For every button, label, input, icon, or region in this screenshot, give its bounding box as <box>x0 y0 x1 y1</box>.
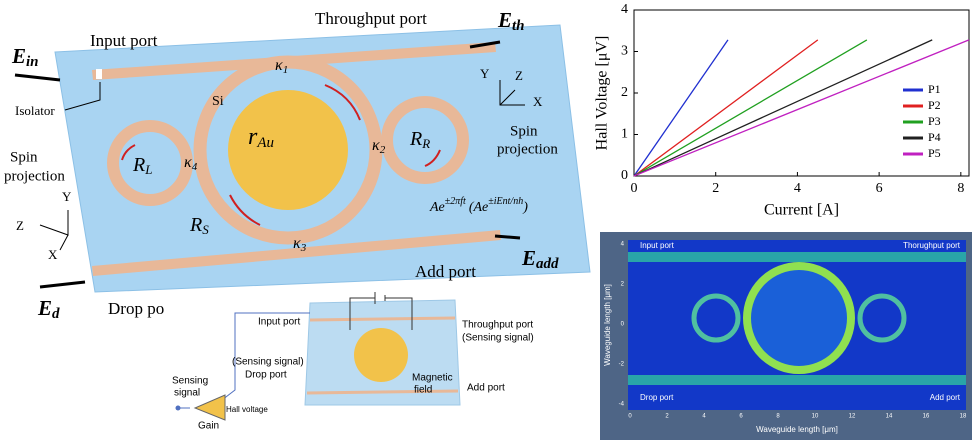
label: Spin <box>10 149 38 165</box>
label: X <box>48 247 58 262</box>
legend-label: P3 <box>928 114 941 128</box>
legend-label: P2 <box>928 98 941 112</box>
arrow <box>15 75 60 80</box>
y-tick-label: 0 <box>621 168 628 183</box>
data-line <box>634 40 867 176</box>
waveguide-field <box>628 375 966 385</box>
label: Drop po <box>108 299 164 318</box>
legend-label: P1 <box>928 82 941 96</box>
label: Input port <box>258 317 300 328</box>
x-tick-label: 4 <box>794 181 801 196</box>
terminal <box>176 406 181 411</box>
y-tick-label: -2 <box>619 362 625 368</box>
label: Si <box>212 94 224 109</box>
label: projection <box>497 141 558 157</box>
axes-left <box>40 210 68 250</box>
legend-label: P4 <box>928 130 941 144</box>
label: Magnetic <box>412 373 453 384</box>
x-tick-label: 6 <box>876 181 883 196</box>
label: signal <box>174 388 200 399</box>
label: Ein <box>11 44 39 71</box>
label: (Sensing signal) <box>462 333 534 344</box>
arrow <box>495 236 520 238</box>
label: Input port <box>640 241 675 250</box>
label: Y <box>62 189 72 204</box>
label: Throughput port <box>315 9 427 28</box>
label: Add port <box>415 262 476 281</box>
label: Eth <box>497 8 525 35</box>
x-axis-label: Current [A] <box>764 202 839 219</box>
label: Isolator <box>15 103 55 118</box>
x-tick-label: 18 <box>960 414 967 420</box>
label: Thorughput port <box>903 241 961 250</box>
label: Z <box>515 68 523 83</box>
waveguide <box>310 318 455 320</box>
label: Sensing <box>172 376 208 387</box>
waveguide-field <box>628 252 966 262</box>
label: Gain <box>198 421 219 432</box>
simulation-image: Input port Thorughput port Drop port Add… <box>600 232 972 440</box>
label: Input port <box>90 31 158 50</box>
legend-label: P5 <box>928 146 941 160</box>
x-tick-label: 16 <box>923 414 930 420</box>
label: (Sensing signal) <box>232 357 304 368</box>
x-tick-label: 0 <box>631 181 638 196</box>
data-line <box>634 40 728 176</box>
label: Drop port <box>640 393 674 402</box>
circuit-diagram: Input port Throughput port (Sensing sign… <box>172 292 534 432</box>
data-line <box>634 40 932 176</box>
label: X <box>533 94 543 109</box>
x-tick-label: 2 <box>712 181 719 196</box>
y-axis-label: Waveguide length [μm] <box>603 284 612 366</box>
gold-disk <box>354 328 408 382</box>
y-tick-label: 4 <box>621 2 628 17</box>
x-tick-label: 12 <box>849 414 856 420</box>
figure: Throughput port Eth Input port Ein Isola… <box>0 0 976 441</box>
waveguide <box>307 391 458 393</box>
label: projection <box>4 168 65 184</box>
data-line <box>634 40 969 176</box>
label: Add port <box>467 383 505 394</box>
y-tick-label: 1 <box>621 127 628 142</box>
label: Add port <box>930 393 961 402</box>
device-diagram: Throughput port Eth Input port Ein Isola… <box>4 8 590 323</box>
x-tick-label: 10 <box>812 414 819 420</box>
x-tick-label: 14 <box>886 414 893 420</box>
label: Z <box>16 218 24 233</box>
label: field <box>414 385 432 396</box>
label: Ed <box>37 296 60 323</box>
ring-field <box>747 266 851 370</box>
label: Spin <box>510 123 538 139</box>
x-axis-label: Waveguide length [μm] <box>756 425 838 434</box>
x-tick-label: 8 <box>957 181 964 196</box>
y-axis-label: Hall Voltage [μV] <box>594 36 611 151</box>
line-chart: 0 2 4 6 8 0 1 2 3 4 Current [A] Hall Voltage [μV] P1… <box>594 2 969 218</box>
label: Y <box>480 66 490 81</box>
plot-area <box>634 10 969 176</box>
y-tick-label: 2 <box>621 85 628 100</box>
y-tick-label: -4 <box>619 402 625 408</box>
data-line <box>634 40 818 176</box>
label: Hall voltage <box>226 405 268 414</box>
amplifier <box>195 395 225 420</box>
gold-disk <box>228 90 348 210</box>
label: Drop port <box>245 370 287 381</box>
y-tick-label: 3 <box>621 44 628 59</box>
arrow <box>40 282 85 287</box>
label: Throughput port <box>462 320 533 331</box>
isolator-mark <box>96 69 102 79</box>
